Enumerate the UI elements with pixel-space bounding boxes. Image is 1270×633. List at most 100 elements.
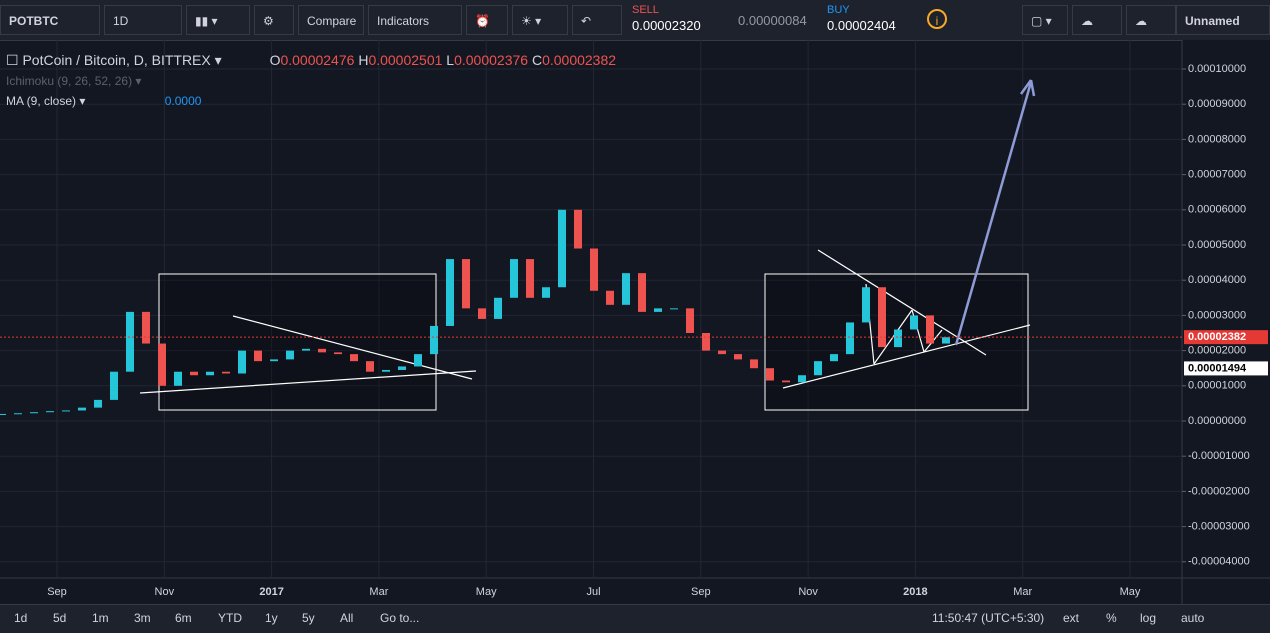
candle [590, 248, 598, 291]
ideas[interactable]: ☀ ▾ [512, 5, 568, 35]
candle [206, 371, 214, 376]
scale-option[interactable]: log [1140, 611, 1157, 625]
candle [830, 354, 838, 362]
info[interactable]: i [927, 9, 947, 29]
candle [190, 371, 198, 376]
y-tick-label: 0.00008000 [1188, 133, 1246, 145]
price-tag-label: 0.00002382 [1188, 331, 1246, 343]
alert[interactable]: ⏰ [466, 5, 508, 35]
candle [110, 371, 118, 400]
chart-style[interactable]: ▮▮ ▾ [186, 5, 250, 35]
candle [174, 371, 182, 386]
candle [446, 259, 454, 326]
ichimoku[interactable]: Ichimoku (9, 26, 52, 26) ▾ [6, 74, 142, 88]
x-tick-label: Mar [369, 586, 388, 598]
range-button[interactable]: 6m [175, 611, 192, 625]
range-button[interactable]: 1d [14, 611, 28, 625]
price-tag-label: 0.00001494 [1188, 362, 1247, 374]
symbol-title: PotCoin / Bitcoin, D, BITTREX [22, 52, 211, 68]
trend-line [782, 324, 1031, 389]
toolbar: POTBTC 1D ▮▮ ▾ ⚙ Compare Indicators ⏰ ☀ … [0, 0, 1270, 41]
scale-option[interactable]: auto [1181, 611, 1205, 625]
draw-rect[interactable]: ▢ ▾ [1022, 5, 1068, 35]
x-tick-label: 2018 [903, 586, 927, 598]
candle [318, 348, 326, 353]
candle [222, 371, 230, 374]
candle [574, 209, 582, 249]
candle [814, 361, 822, 376]
candle [686, 308, 694, 334]
interval[interactable]: 1D [104, 5, 182, 35]
y-tick-label: 0.00005000 [1188, 239, 1246, 251]
candle [558, 209, 566, 288]
y-tick-label: -0.00002000 [1188, 485, 1250, 497]
ichimoku-label: Ichimoku (9, 26, 52, 26) [6, 74, 133, 88]
compare[interactable]: Compare [298, 5, 364, 35]
sell-label[interactable]: SELL [632, 4, 659, 16]
x-tick-label: Sep [691, 586, 711, 598]
candle [862, 287, 870, 323]
drawing-rect [764, 273, 1029, 411]
goto-button[interactable]: Go to... [380, 611, 420, 625]
candle [878, 287, 886, 348]
undo[interactable]: ↶ [572, 5, 622, 35]
range-button[interactable]: 5y [302, 611, 315, 625]
h-value: 0.00002501 [368, 52, 443, 68]
scale-option[interactable]: % [1106, 611, 1117, 625]
o-value: 0.00002476 [280, 52, 355, 68]
buy-price[interactable]: 0.00002404 [827, 18, 896, 33]
range-button[interactable]: YTD [218, 611, 242, 625]
candle [462, 259, 470, 309]
layout-name[interactable]: Unnamed [1176, 5, 1270, 35]
price-tag [1184, 330, 1268, 345]
candle [926, 315, 934, 344]
candle [382, 369, 390, 372]
candle [766, 368, 774, 381]
x-tick-label: Jul [586, 586, 600, 598]
candle [494, 297, 502, 319]
y-tick-label: 0.00007000 [1188, 169, 1246, 181]
range-button[interactable]: All [340, 611, 354, 625]
candle [46, 411, 54, 413]
ma-label: MA (9, close) [6, 94, 77, 108]
c-label: C [531, 52, 543, 68]
candle [158, 343, 166, 386]
cloud-save[interactable]: ☁ [1126, 5, 1176, 35]
trend-line [232, 315, 473, 380]
settings[interactable]: ⚙ [254, 5, 294, 35]
candle [0, 413, 6, 415]
candle [542, 287, 550, 298]
range-button[interactable]: 1m [92, 611, 109, 625]
cloud-load[interactable]: ☁ [1072, 5, 1122, 35]
bottom-bar: 1d 5d 1m 3m 6m YTD 1y 5y All Go to... 11:50:47 (UT… [0, 604, 1270, 633]
legend-title: ☐ PotCoin / Bitcoin, D, BITTREX ▾ O0.000… [6, 52, 617, 68]
candle [846, 322, 854, 355]
candle [702, 333, 710, 351]
candle [286, 350, 294, 360]
candle [910, 315, 918, 330]
candle [622, 273, 630, 305]
range-button[interactable]: 1y [265, 611, 278, 625]
indicators[interactable]: Indicators [368, 5, 462, 35]
sell-price[interactable]: 0.00002320 [632, 18, 701, 33]
candle [750, 359, 758, 369]
clock: 11:50:47 (UTC+5:30) [932, 611, 1045, 625]
symbol[interactable]: POTBTC [0, 5, 100, 35]
y-tick-label: 0.00004000 [1188, 274, 1246, 286]
candle [606, 290, 614, 305]
candle [254, 350, 262, 362]
candle [238, 350, 246, 374]
scale-option[interactable]: ext [1063, 611, 1080, 625]
ma[interactable]: MA (9, close) ▾ 0.0000 [6, 94, 202, 108]
buy-label[interactable]: BUY [827, 4, 850, 16]
candle [142, 311, 150, 344]
range-button[interactable]: 3m [134, 611, 151, 625]
range-button[interactable]: 5d [53, 611, 67, 625]
candle [78, 407, 86, 411]
y-tick-label: -0.00001000 [1188, 450, 1250, 462]
chart: 0.00010000 0.00009000 0.00008000 0.00007000… [0, 40, 1270, 604]
candle [270, 359, 278, 362]
x-tick-label: 2017 [259, 586, 283, 598]
x-tick-label: May [1120, 586, 1141, 598]
candle [302, 348, 310, 351]
